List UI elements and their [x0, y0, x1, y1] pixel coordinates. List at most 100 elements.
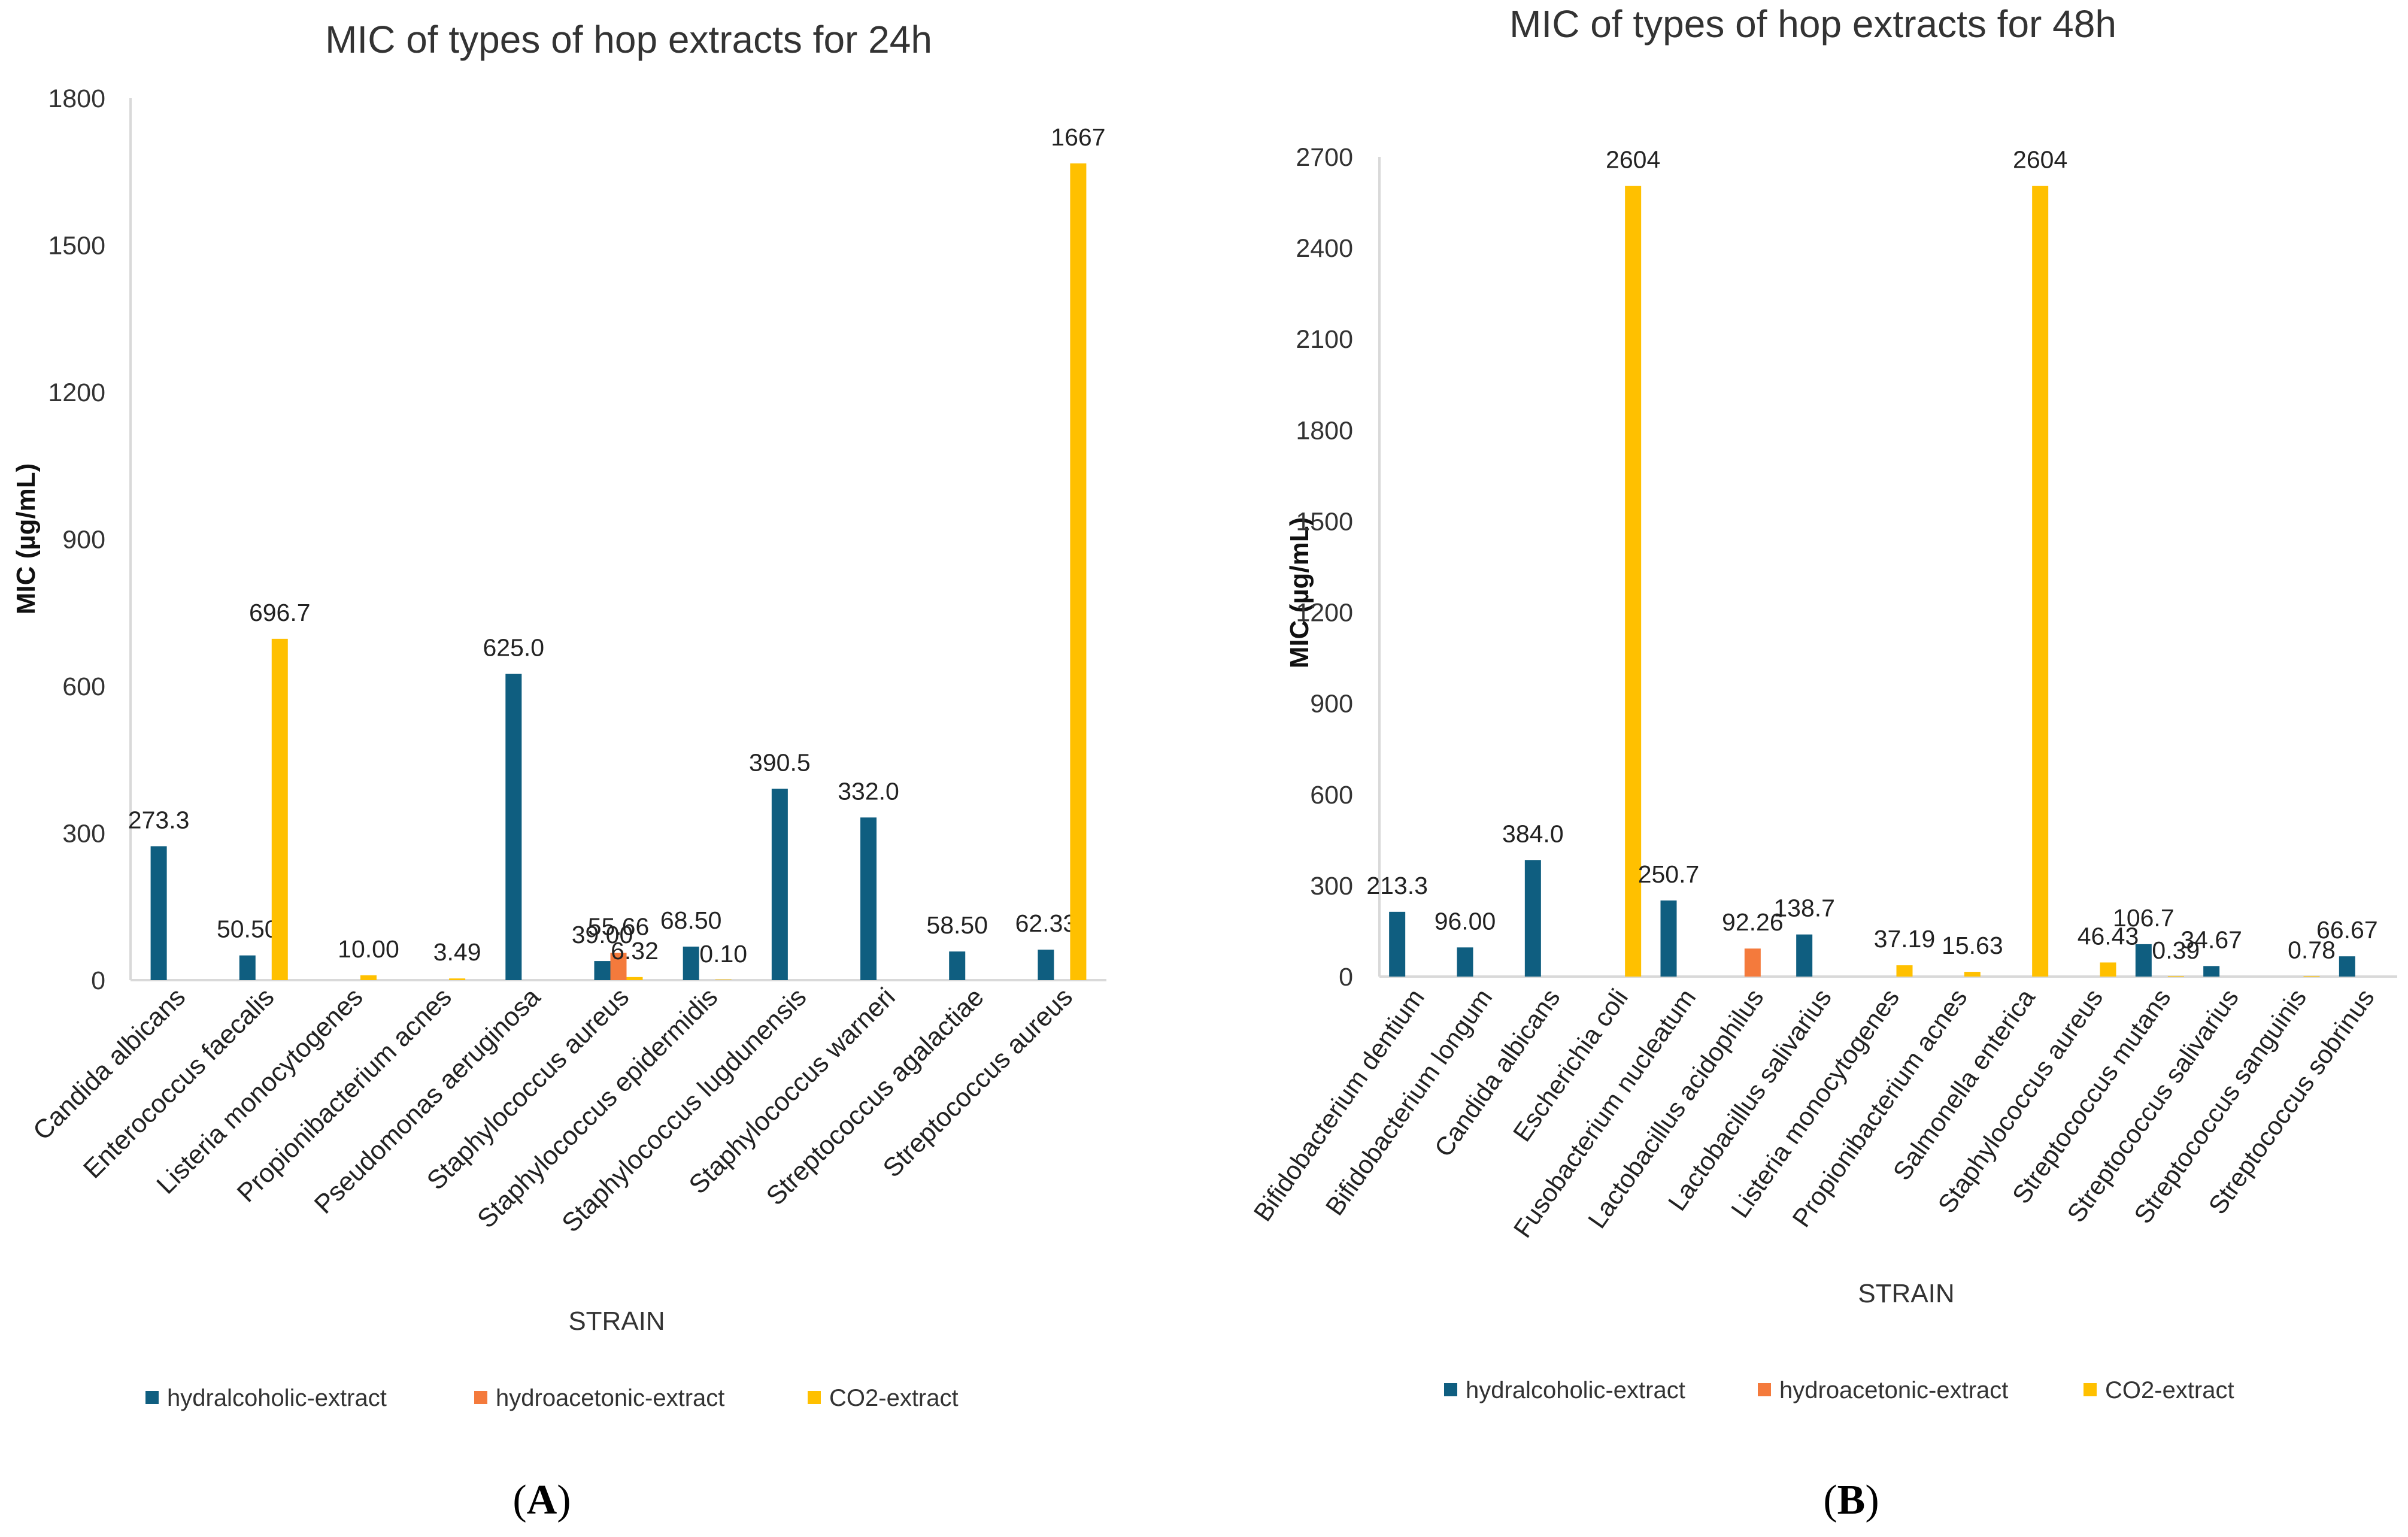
chart-b-data-label: 15.63: [1942, 932, 2003, 959]
chart-a-legend-label: hydroacetonic-extract: [496, 1385, 724, 1411]
chart-a-data-label: 50.50: [217, 915, 278, 943]
chart-a-bar-hydralcoholic: [683, 946, 699, 980]
chart-a-data-label: 10.00: [338, 935, 399, 963]
chart-a-data-label: 390.5: [749, 748, 811, 776]
chart-b-y-tick-label: 1500: [1296, 507, 1353, 536]
chart-b-bar-co2: [1964, 972, 1981, 977]
chart-b-data-label: 0.78: [2288, 936, 2336, 964]
chart-b-bar-hydralcoholic: [2203, 966, 2220, 977]
chart-a-bar-co2: [626, 977, 643, 980]
chart-b-y-tick-label: 900: [1310, 690, 1353, 719]
chart-a-data-label: 1667: [1051, 123, 1105, 151]
chart-a-data-label: 696.7: [249, 599, 311, 626]
chart-b-data-label: 2604: [2013, 146, 2067, 174]
chart-b-title: MIC of types of hop extracts for 48h: [1509, 2, 2116, 46]
chart-b-data-label: 34.67: [2180, 926, 2242, 953]
chart-a-legend-swatch-hydroacetonic: [474, 1391, 487, 1404]
chart-b-category-label: Candida albicans: [1429, 984, 1566, 1162]
chart-a-legend-swatch-co2: [808, 1391, 821, 1404]
chart-b-y-tick-label: 0: [1339, 963, 1353, 992]
chart-b-y-tick-label: 2400: [1296, 234, 1353, 263]
chart-b-y-tick-label: 300: [1310, 872, 1353, 901]
chart-b-y-tick-label: 600: [1310, 781, 1353, 810]
chart-b-data-label: 46.43: [2078, 922, 2139, 950]
chart-b-legend-swatch-co2: [2084, 1383, 2097, 1396]
chart-a-data-label: 55.66: [588, 913, 650, 940]
chart-a-legend-label: CO2-extract: [829, 1385, 959, 1411]
chart-b-panel-label: (B): [1823, 1477, 1879, 1523]
chart-b-panel-label-close: ): [1865, 1477, 1879, 1523]
chart-a-y-tick-label: 1800: [48, 84, 105, 113]
chart-a-y-axis-label: MIC (µg/mL): [11, 463, 41, 615]
chart-b-legend-swatch-hydroacetonic: [1758, 1383, 1771, 1396]
chart-b-bar-hydralcoholic: [2339, 956, 2355, 977]
chart-a-bar-hydralcoholic: [1038, 949, 1054, 980]
chart-a-y-tick-label: 300: [62, 820, 105, 848]
chart-a-title: MIC of types of hop extracts for 24h: [325, 18, 932, 61]
chart-b-data-label: 213.3: [1366, 872, 1428, 899]
chart-b-bar-hydralcoholic: [1796, 934, 1813, 977]
chart-b-data-label: 384.0: [1502, 820, 1564, 847]
chart-a-bar-hydroacetonic: [610, 953, 627, 980]
chart-a-y-tick-label: 1500: [48, 232, 105, 260]
chart-b-y-tick-label: 1200: [1296, 599, 1353, 627]
chart-a-bar-hydralcoholic: [860, 817, 877, 980]
chart-a-y-tick-label: 0: [91, 966, 105, 995]
chart-b-panel-label-open: (: [1823, 1477, 1837, 1523]
chart-b-legend-label: hydralcoholic-extract: [1466, 1377, 1685, 1403]
chart-a-panel-label-open: (: [512, 1477, 526, 1523]
chart-a-data-label: 39.00: [572, 921, 633, 948]
chart-a-bar-hydralcoholic: [505, 674, 522, 980]
chart-b-y-tick-label: 2100: [1296, 325, 1353, 354]
chart-a-y-tick-label: 1200: [48, 378, 105, 407]
chart-b-bar-co2: [2303, 976, 2320, 977]
chart-b-bar-hydralcoholic: [1389, 911, 1406, 977]
chart-b-data-label: 2604: [1606, 146, 1660, 174]
chart-a-data-label: 625.0: [483, 634, 545, 662]
chart-b-bar-hydralcoholic: [1660, 900, 1677, 977]
chart-a-bar-co2: [1070, 163, 1087, 980]
chart-a-data-label: 332.0: [838, 777, 899, 805]
chart-a-legend-swatch-hydralcoholic: [145, 1391, 159, 1404]
chart-b-data-label: 37.19: [1874, 925, 1936, 953]
chart-b-data-label: 96.00: [1435, 907, 1496, 935]
chart-b-legend-label: hydroacetonic-extract: [1779, 1377, 2008, 1403]
chart-a-bar-hydralcoholic: [150, 846, 167, 980]
chart-a-data-label: 6.32: [611, 937, 659, 965]
chart-b-panel-label-letter: B: [1837, 1477, 1866, 1523]
chart-a-data-label: 273.3: [128, 806, 190, 833]
chart-b-bar-co2: [2167, 976, 2184, 977]
chart-a-bar-hydralcoholic: [594, 961, 611, 980]
chart-a-data-label: 62.33: [1015, 910, 1077, 937]
chart-b-data-label: 0.39: [2152, 936, 2200, 964]
chart-b-legend-label: CO2-extract: [2105, 1377, 2234, 1403]
chart-a-data-label: 3.49: [433, 938, 481, 966]
chart-a-data-label: 68.50: [660, 907, 722, 934]
chart-b-legend-swatch-hydralcoholic: [1444, 1383, 1457, 1396]
chart-a-panel-label-letter: A: [527, 1477, 557, 1523]
chart-b-y-tick-label: 1800: [1296, 416, 1353, 445]
chart-a-panel-label: (A): [512, 1477, 571, 1523]
chart-b-data-label: 250.7: [1638, 860, 1700, 888]
chart-a-bar-co2: [449, 978, 466, 980]
chart-b-bar-hydralcoholic: [2135, 944, 2152, 977]
chart-a-data-label: 0.10: [699, 940, 747, 968]
chart-a-category-label: Candida albicans: [28, 982, 191, 1145]
chart-b-bar-hydralcoholic: [1524, 860, 1541, 977]
chart-a-bar-hydralcoholic: [239, 955, 256, 980]
chart-b-bar-hydroacetonic: [1744, 948, 1761, 977]
chart-b-bar-co2: [2100, 962, 2116, 977]
chart-a-panel-label-close: ): [557, 1477, 571, 1523]
chart-b-data-label: 92.26: [1722, 908, 1784, 936]
chart-b-y-tick-label: 2700: [1296, 143, 1353, 172]
chart-b-data-label: 66.67: [2316, 916, 2378, 944]
chart-b-bar-hydralcoholic: [1457, 947, 1473, 977]
chart-a-legend-label: hydralcoholic-extract: [167, 1385, 387, 1411]
chart-a-bar-hydralcoholic: [771, 789, 788, 980]
chart-a-y-tick-label: 900: [62, 526, 105, 554]
chart-a-bar-co2: [360, 975, 377, 980]
chart-b-x-axis-label: STRAIN: [1858, 1279, 1954, 1308]
chart-a-data-label: 58.50: [926, 911, 988, 939]
